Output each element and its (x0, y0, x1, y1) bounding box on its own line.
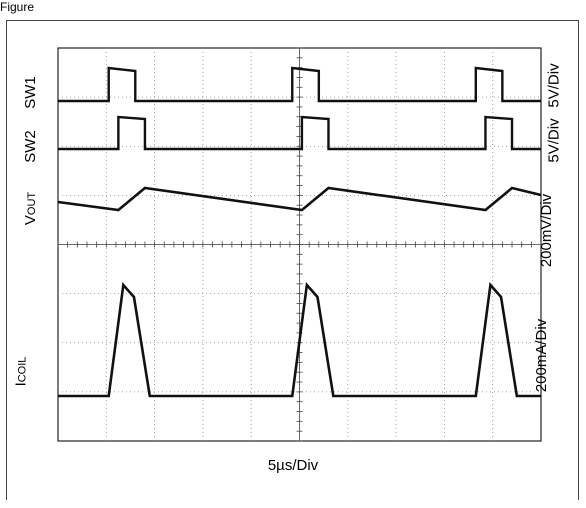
icoil-trace (58, 282, 541, 398)
sw1-trace (58, 66, 541, 103)
channel-label-vout: VOUT (22, 191, 40, 226)
scope-grid (57, 47, 542, 442)
channel-label-icoil: ICOIL (12, 356, 30, 387)
scale-label-icoil: 200mA/Div (533, 318, 551, 393)
scale-label-sw1: 5V/Div (545, 63, 563, 108)
scope-frame (6, 20, 579, 500)
vout-trace (57, 186, 542, 212)
scope-traces (57, 66, 542, 398)
timebase-label: 5µs/Div (267, 457, 319, 474)
figure-label: Figure (0, 0, 35, 14)
scale-label-sw2: 5V/Div (545, 118, 563, 163)
scale-label-vout: 200mV/Div (538, 193, 556, 268)
sw2-trace (58, 115, 541, 151)
channel-label-sw1: SW1 (21, 76, 39, 109)
channel-label-sw2: SW2 (21, 130, 39, 163)
